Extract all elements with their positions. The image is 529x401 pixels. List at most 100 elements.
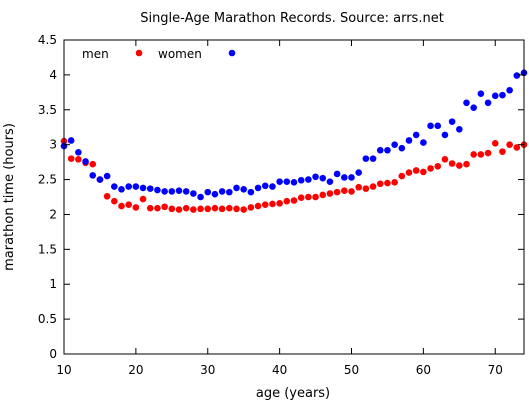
men-point [384, 179, 391, 187]
men-point [89, 160, 97, 168]
y-tick-label: 3.5 [38, 103, 57, 117]
women-point [348, 174, 355, 181]
men-point [427, 165, 434, 172]
men-point [391, 179, 398, 186]
men-point [290, 197, 298, 204]
men-point [312, 193, 319, 201]
men-point [125, 201, 132, 208]
men-point [412, 167, 420, 174]
women-point [319, 174, 327, 182]
women-point [484, 99, 492, 107]
men-point [182, 204, 190, 212]
women-point [434, 122, 442, 130]
women-point [312, 173, 319, 181]
men-point [484, 149, 492, 157]
women-point [333, 170, 341, 178]
x-axis-label: age (years) [256, 386, 330, 401]
men-point [218, 205, 226, 213]
men-point [161, 203, 168, 211]
women-point [463, 99, 470, 107]
men-point [434, 162, 442, 170]
women-point [427, 122, 434, 130]
men-point [283, 197, 291, 205]
women-point [168, 188, 176, 195]
men-point [405, 169, 413, 176]
x-tick-label: 50 [344, 363, 359, 377]
men-point [269, 200, 276, 208]
y-tick-label: 3 [49, 138, 57, 152]
y-tick-label: 1.5 [38, 242, 57, 256]
men-point [441, 156, 449, 163]
men-point [111, 197, 118, 205]
x-tick-label: 20 [128, 363, 143, 377]
men-point [448, 160, 456, 167]
women-point [369, 155, 377, 162]
y-tick-label: 4.5 [38, 33, 57, 47]
women-point [362, 155, 370, 162]
men-point [477, 151, 485, 158]
men-point [506, 141, 513, 148]
women-point [448, 118, 456, 125]
men-point [305, 193, 312, 201]
women-point [226, 188, 233, 196]
men-point [491, 139, 499, 147]
men-point [456, 162, 463, 169]
legend: men women [82, 47, 236, 61]
men-point [398, 172, 406, 180]
plot-border [63, 39, 525, 355]
women-point [82, 158, 89, 165]
men-point [499, 148, 506, 155]
men-point [319, 191, 327, 199]
women-point [211, 190, 219, 198]
men-point [154, 204, 161, 212]
x-tick-label: 10 [56, 363, 71, 377]
women-point [513, 72, 521, 79]
women-point [125, 183, 132, 190]
men-point [204, 205, 212, 213]
x-tick-label: 70 [488, 363, 503, 377]
women-point [67, 137, 75, 144]
men-point [513, 144, 521, 151]
men-point [247, 204, 255, 211]
women-point [290, 179, 298, 186]
y-tick-label: 2 [49, 207, 57, 221]
legend-marker-men [135, 49, 143, 57]
men-point [276, 199, 283, 207]
women-point [233, 184, 240, 192]
y-tick-label: 1 [49, 277, 57, 291]
women-point [499, 91, 506, 99]
women-point [103, 172, 111, 180]
women-point [254, 184, 262, 192]
y-tick-label: 2.5 [38, 173, 57, 187]
men-point [103, 193, 111, 200]
women-point [412, 131, 420, 139]
women-point [175, 187, 183, 195]
men-point [75, 156, 82, 163]
legend-label-women: women [158, 47, 202, 61]
women-point [391, 141, 398, 148]
women-point [456, 126, 463, 133]
women-point [441, 131, 449, 139]
y-tick-label: 4 [49, 68, 57, 82]
women-point [491, 92, 499, 100]
women-point [405, 137, 413, 144]
women-point [111, 183, 118, 190]
women-point [96, 176, 104, 183]
women-point [161, 188, 168, 195]
men-point [341, 187, 348, 195]
women-point [297, 176, 305, 184]
men-point [376, 180, 384, 188]
women-point [376, 146, 384, 154]
women-point [89, 172, 97, 179]
men-point [355, 183, 362, 191]
x-tick-label: 30 [200, 363, 215, 377]
men-point [197, 205, 204, 213]
women-point [132, 183, 140, 190]
data-points [60, 69, 528, 213]
women-point [398, 144, 406, 152]
series-men [60, 137, 528, 213]
men-point [67, 155, 75, 162]
women-point [477, 90, 485, 98]
women-point [276, 178, 283, 185]
